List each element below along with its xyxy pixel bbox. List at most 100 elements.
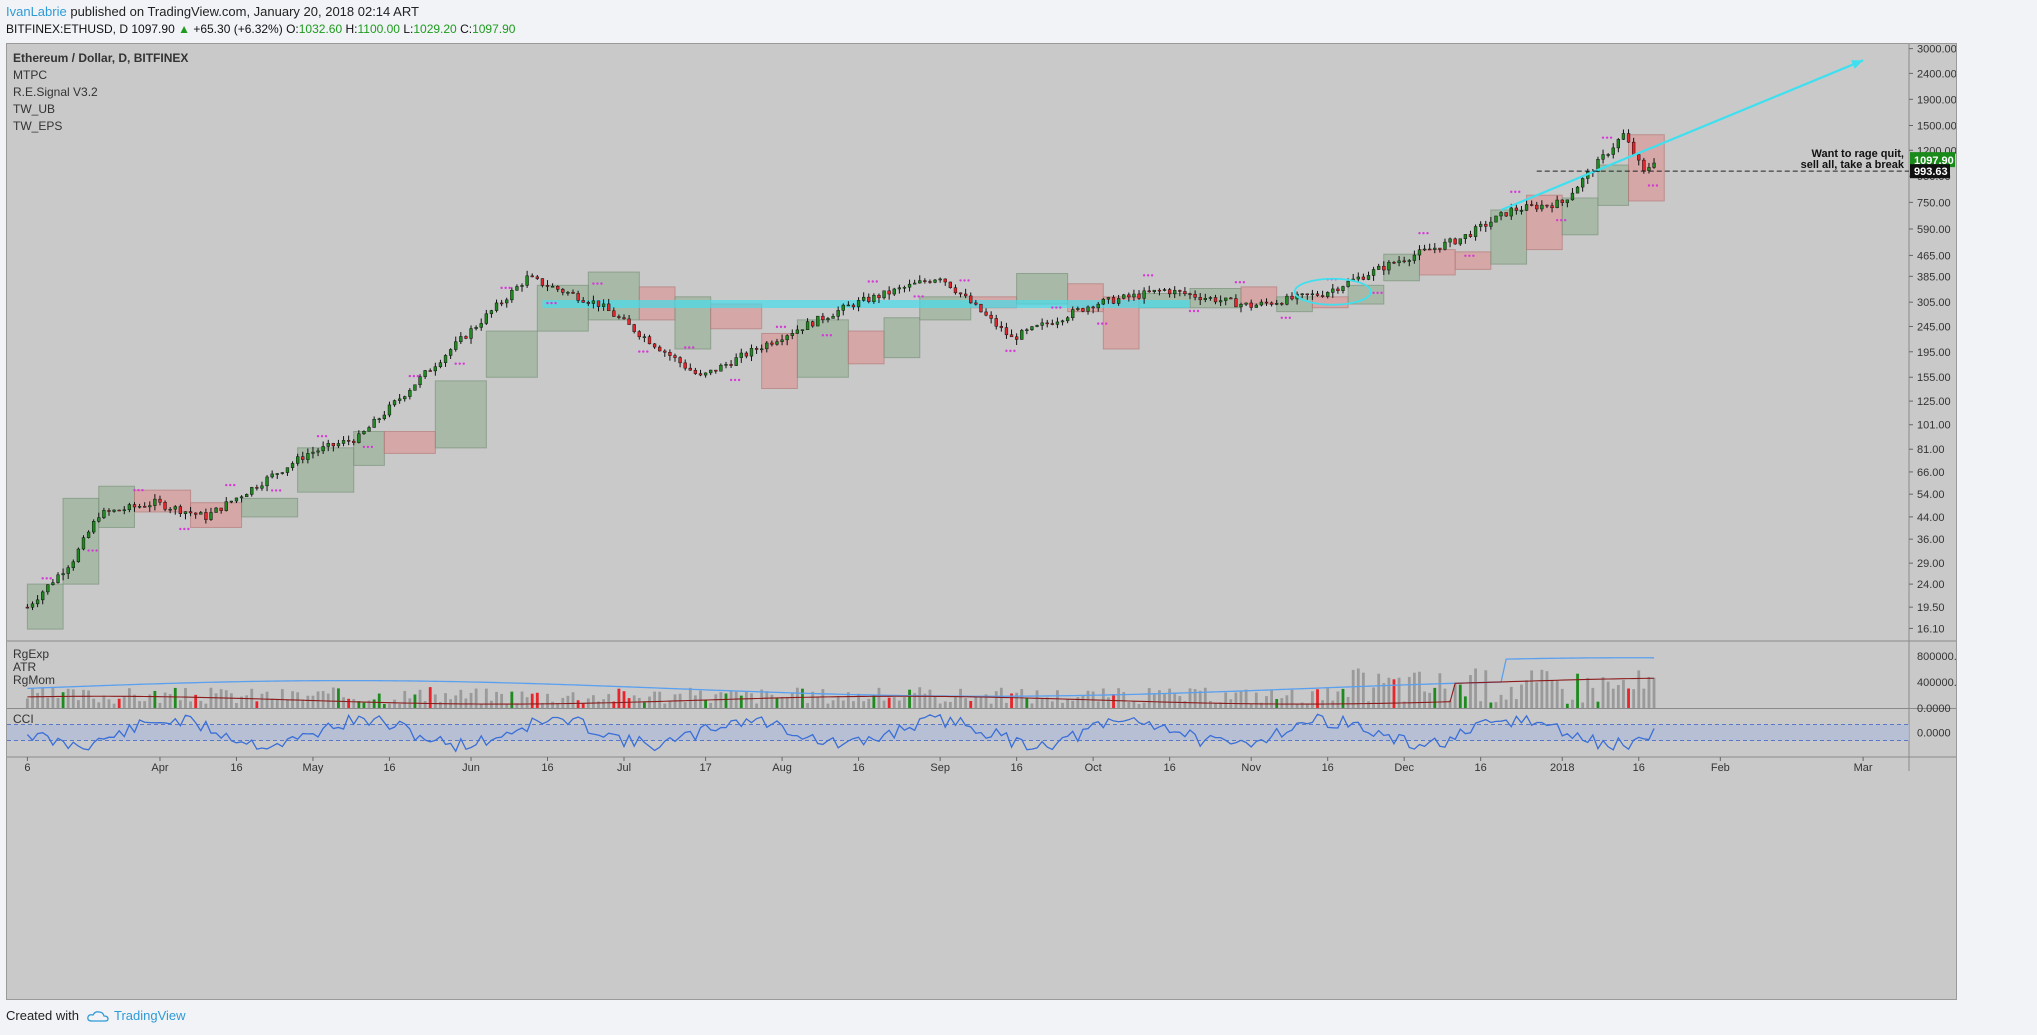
cci-tick-label: 0.0000	[1917, 728, 1951, 740]
volume-bar	[744, 690, 748, 708]
volume-bar	[648, 696, 651, 708]
candle-body	[1407, 260, 1411, 262]
volume-bar	[882, 700, 886, 708]
candle-body	[785, 335, 789, 341]
signal-dot	[825, 334, 829, 337]
volume-bar	[918, 687, 922, 708]
signal-dot	[867, 280, 870, 283]
volume-bar	[1535, 682, 1539, 708]
candle-body	[454, 341, 458, 350]
candle-body	[1606, 154, 1610, 156]
signal-dot	[1051, 306, 1054, 309]
signal-dot	[1101, 322, 1104, 325]
candle-body	[438, 362, 443, 367]
x-tick-label: Mar	[1854, 762, 1873, 774]
candle-body	[663, 350, 667, 353]
candle-body	[872, 294, 876, 302]
volume-bar	[969, 700, 973, 708]
candle-body	[178, 506, 183, 514]
low-label: L:	[403, 22, 414, 36]
candle-body	[392, 400, 397, 406]
candle-body	[805, 321, 810, 330]
trendline-arrow	[1500, 59, 1864, 212]
volume-bar	[1066, 699, 1070, 708]
volume-bar	[1214, 703, 1217, 708]
volume-bar	[1453, 684, 1457, 708]
candle-body	[1081, 308, 1085, 312]
volume-bar	[1377, 673, 1381, 708]
candle-body	[744, 352, 749, 357]
candle-body	[510, 289, 514, 301]
volume-bar	[1361, 672, 1365, 708]
signal-dot	[1518, 190, 1521, 194]
volume-bar	[668, 700, 672, 708]
signal-dot	[913, 295, 916, 298]
volume-bar	[755, 703, 758, 708]
candle-body	[856, 300, 861, 308]
signal-dot	[1059, 306, 1062, 309]
candle-body	[1224, 297, 1228, 301]
volume-bar	[1433, 687, 1437, 708]
candle-body	[484, 313, 488, 324]
candle-body	[525, 275, 529, 286]
volume-bar	[1300, 702, 1304, 708]
candle-body	[76, 548, 81, 563]
volume-bar	[388, 703, 391, 708]
volume-bar	[454, 695, 458, 708]
candle-body	[1336, 288, 1340, 291]
author-link[interactable]: IvanLabrie	[6, 4, 67, 19]
candle-body	[913, 282, 917, 285]
candle-body	[734, 357, 738, 366]
candle-body	[362, 430, 366, 435]
volume-bar	[286, 699, 289, 708]
candle-body	[652, 343, 657, 348]
candle-body	[194, 512, 198, 515]
volume-bar	[1239, 691, 1243, 708]
candle-body	[290, 463, 295, 468]
signal-dot	[1055, 306, 1058, 309]
candle-body	[530, 275, 534, 278]
range-box	[383, 431, 436, 454]
candle-body	[46, 584, 50, 593]
volume-bar	[923, 693, 927, 708]
volume-bar	[841, 700, 845, 708]
volume-bar	[546, 693, 549, 708]
volume-bar	[122, 696, 126, 708]
candlestick-chart[interactable]: Want to rage quit,sell all, take a break…	[7, 44, 1956, 999]
candle-body	[1647, 167, 1651, 171]
volume-bar	[1372, 687, 1375, 708]
range-box	[710, 303, 763, 330]
chart-frame[interactable]: Want to rage quit, sell all, take a break…	[6, 43, 1957, 1000]
candle-body	[596, 300, 601, 307]
signal-dot	[229, 483, 232, 487]
quote-bar: BITFINEX:ETHUSD, D 1097.90 ▲ +65.30 (+6.…	[6, 22, 515, 36]
candle-body	[265, 476, 269, 487]
y-tick-label: 19.50	[1917, 602, 1945, 614]
range-box	[883, 317, 921, 359]
annotation-line2: sell all, take a break	[1801, 159, 1905, 171]
volume-bar	[535, 692, 539, 708]
candle-body	[800, 329, 805, 331]
volume-bar	[1418, 671, 1421, 708]
candle-body	[846, 304, 851, 307]
price-tag	[1910, 152, 1955, 168]
volume-bar	[765, 691, 769, 708]
volume-bar	[1606, 681, 1610, 708]
candle-body	[209, 512, 213, 520]
candle-body	[1142, 290, 1146, 299]
candle-body	[658, 346, 662, 352]
volume-bar	[1642, 688, 1646, 708]
x-tick-label: 16	[541, 762, 553, 774]
volume-bar	[1443, 688, 1447, 708]
signal-dot	[1609, 136, 1613, 139]
volume-bar	[979, 696, 983, 708]
tradingview-link[interactable]: TradingView	[87, 1008, 186, 1023]
signal-dot	[408, 374, 412, 378]
candle-body	[1626, 133, 1631, 143]
range-box	[1240, 286, 1278, 305]
volume-bar	[321, 691, 325, 708]
y-tick-label: 81.00	[1917, 444, 1945, 456]
y-tick-label: 1900.00	[1917, 94, 1956, 106]
candle-body	[1290, 295, 1294, 300]
volume-bar	[1616, 685, 1620, 708]
